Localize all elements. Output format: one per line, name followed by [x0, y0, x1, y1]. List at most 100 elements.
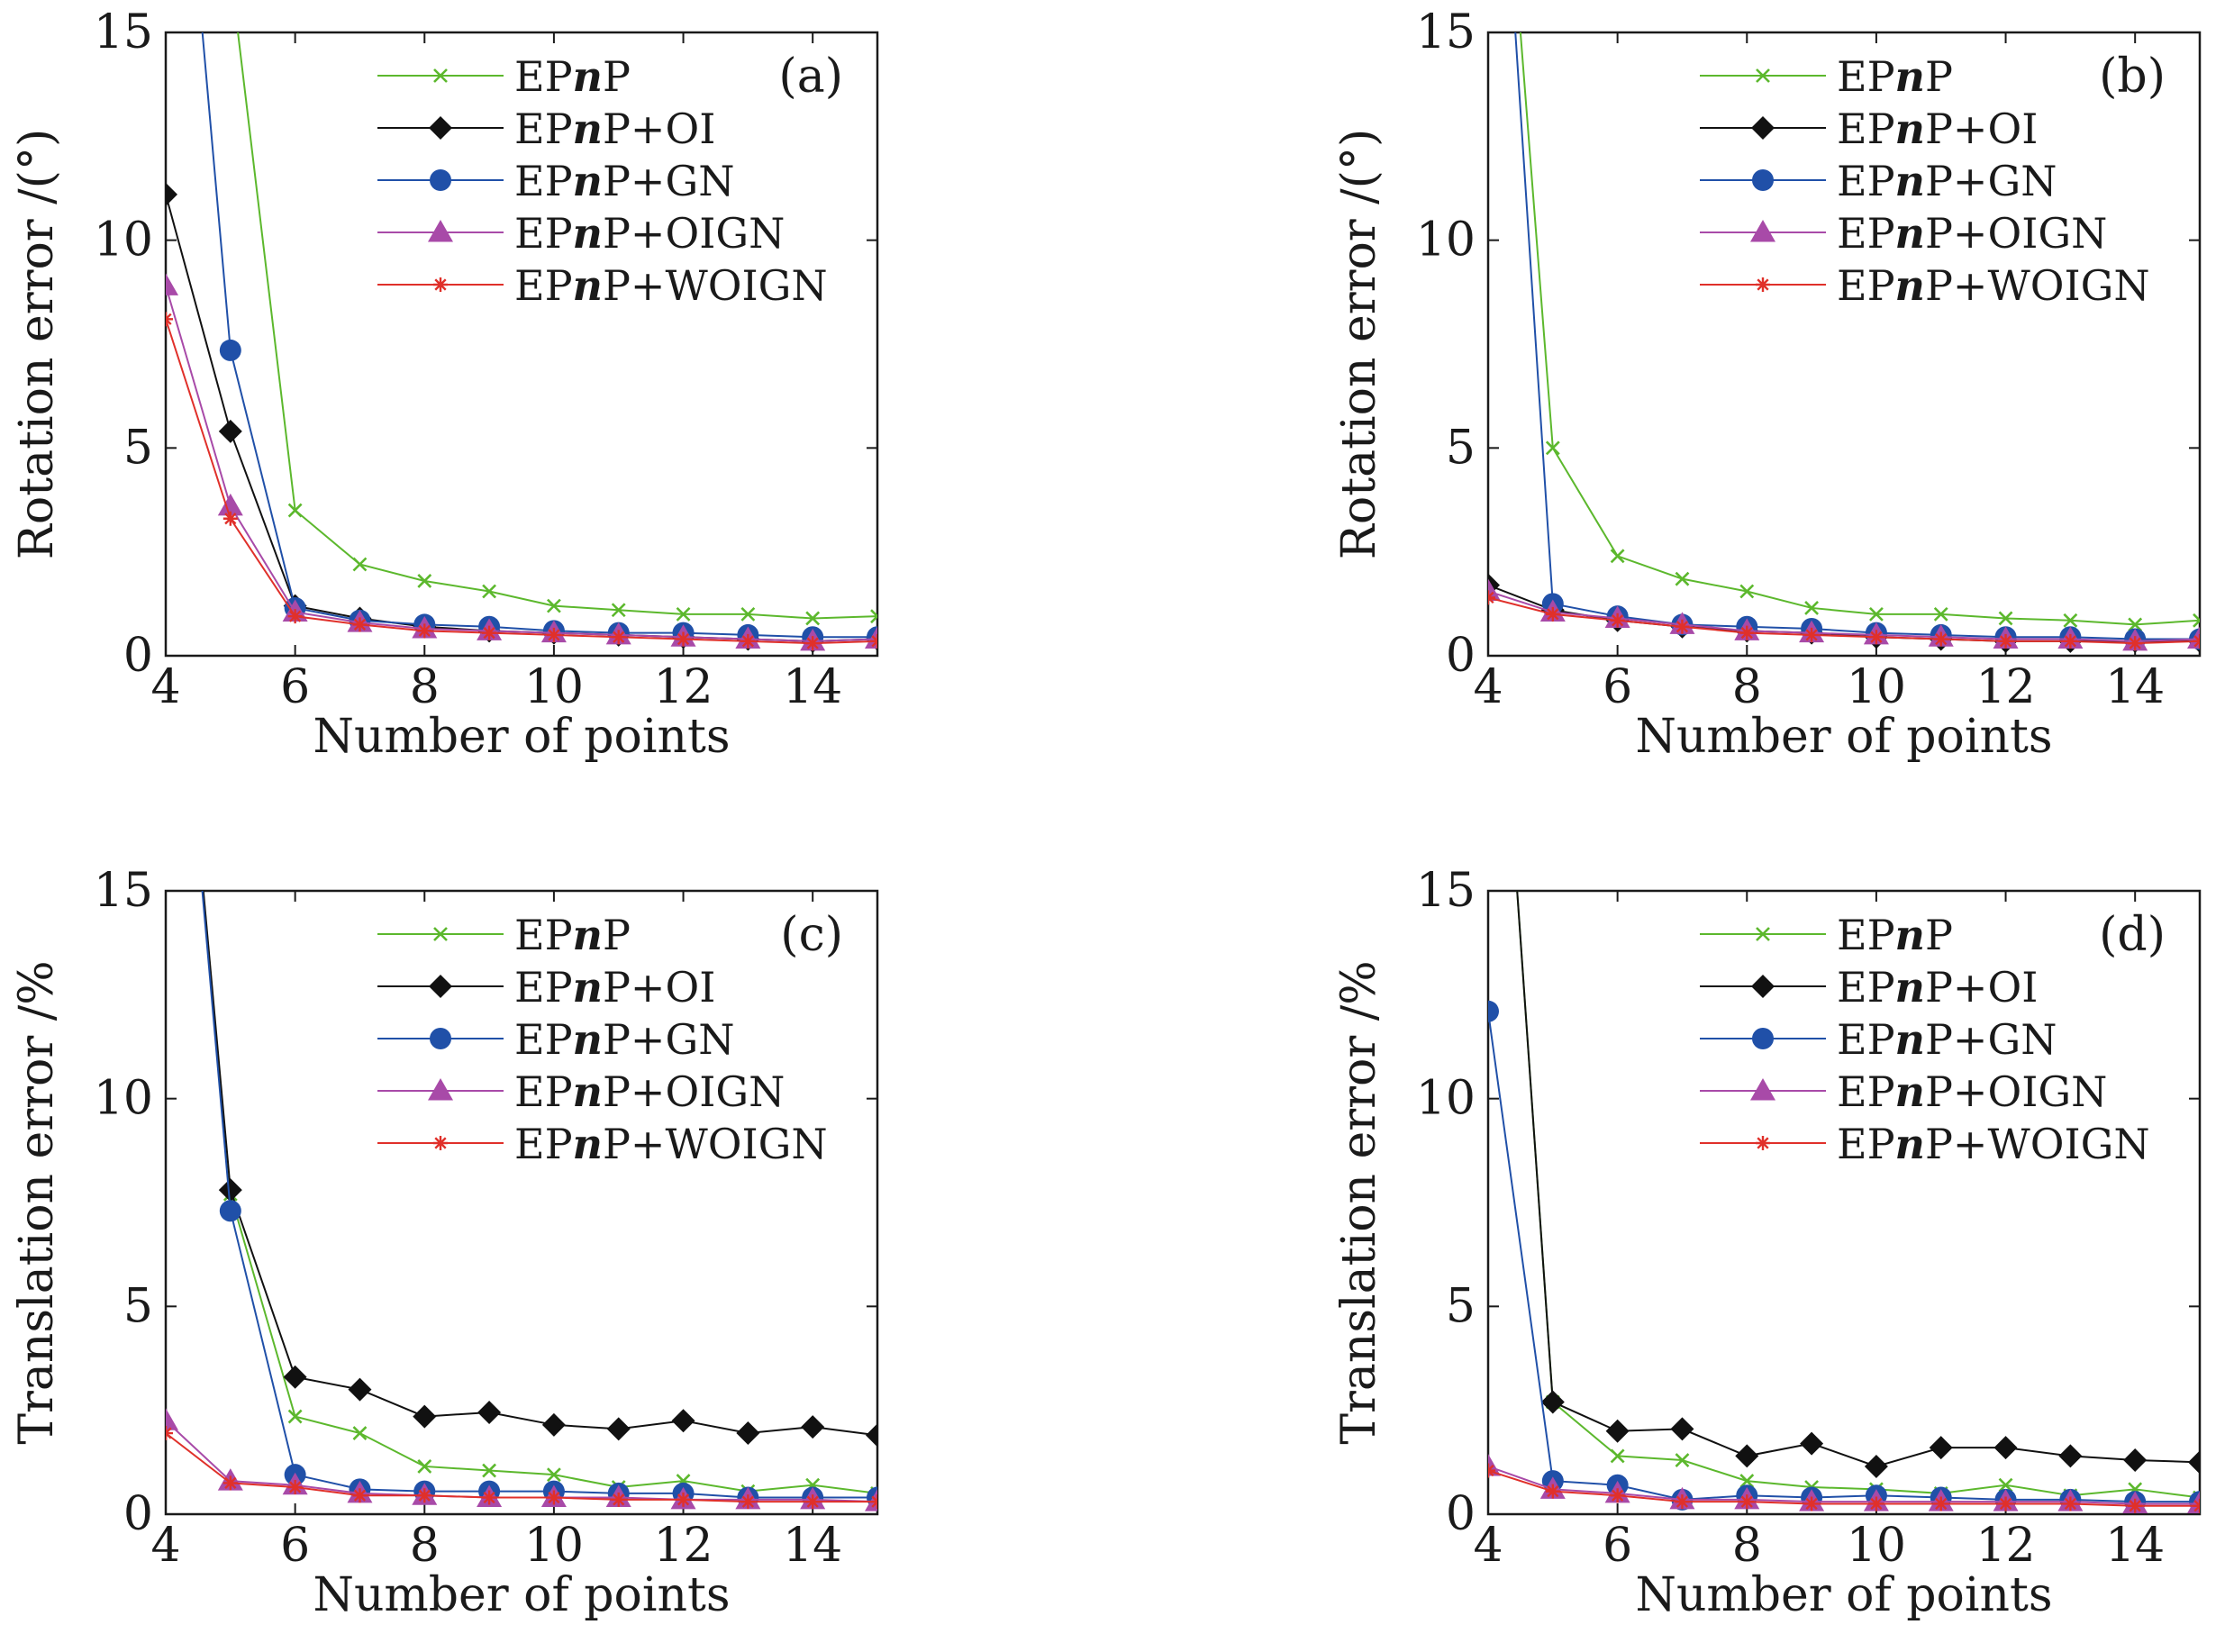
x-tick-label: 8 [410, 1519, 440, 1573]
data-point [2188, 1450, 2200, 1475]
data-point [1610, 549, 1625, 564]
data-point [805, 611, 821, 626]
panel-c: 4 6 8 10 12 14 0 5 10 15 Number of points Translati… [10, 864, 879, 1622]
data-point [166, 1408, 178, 1430]
legend-label-part: P+GN [603, 1015, 735, 1064]
x-tick-label: 4 [1473, 1519, 1503, 1573]
legend-item: EPnP+WOIGN [1700, 261, 2150, 310]
x-tick-label: 10 [524, 660, 584, 714]
x-axis-label: Number of points [313, 1568, 730, 1622]
series-line [1519, 32, 2200, 626]
legend-label-part: n [1895, 52, 1925, 101]
legend-label: EPnP [1837, 911, 1953, 959]
data-point [1868, 1496, 1884, 1511]
x-tick-label: 14 [783, 660, 842, 714]
series-epnp-woign [1488, 590, 2200, 651]
series-line [1488, 584, 2200, 642]
data-point [866, 1423, 877, 1448]
x-tick-label: 14 [2105, 660, 2165, 714]
data-point [1739, 1474, 1755, 1489]
legend-label: EPnP+WOIGN [514, 261, 828, 310]
plot-frame [1486, 889, 2202, 1516]
data-point [1605, 1419, 1630, 1443]
legend-label-part: EP [1837, 104, 1895, 153]
series-epnp-woign [1488, 1463, 2200, 1513]
data-point [1739, 1494, 1755, 1510]
data-point [1804, 601, 1820, 615]
data-point [1488, 1000, 1499, 1022]
data-point [870, 633, 877, 649]
legend-item: EPnP+GN [1700, 157, 2057, 205]
legend-label-part: EP [1837, 52, 1895, 101]
x-axis-label: Number of points [1635, 710, 2052, 764]
data-point [2063, 633, 2078, 649]
data-point [1800, 1431, 1824, 1456]
x-tick-label: 12 [1975, 660, 2035, 714]
data-point [352, 1488, 368, 1503]
legend-item: EPnP+WOIGN [377, 261, 828, 310]
legend-label-part: EP [1837, 911, 1895, 959]
data-point [1545, 1484, 1560, 1499]
plot-frame [164, 889, 879, 1516]
legend-item: EPnP+GN [377, 157, 734, 205]
data-point [805, 1494, 821, 1510]
data-point [218, 1178, 242, 1203]
legend-item: EPnP+OI [1700, 104, 2038, 153]
data-point [2123, 1448, 2148, 1473]
legend-label-part: n [1895, 209, 1925, 258]
x-tick-label: 12 [653, 660, 713, 714]
data-point [1868, 630, 1884, 645]
legend-label-part: P+GN [603, 157, 735, 205]
y-tick-label: 5 [1446, 421, 1476, 475]
legend-marker [1756, 277, 1770, 292]
legend-label-part: P+OI [1925, 104, 2038, 153]
legend-label-part: P+WOIGN [1925, 261, 2150, 310]
y-tick-label: 15 [94, 5, 153, 59]
data-point [1610, 1488, 1625, 1503]
legend-marker [428, 220, 453, 242]
y-tick-label: 5 [123, 421, 153, 475]
data-point [1610, 1448, 1625, 1464]
legend-label: EPnP [1837, 52, 1953, 101]
data-point [2193, 633, 2200, 649]
legend-label-part: EP [1837, 157, 1895, 205]
legend-marker [433, 277, 448, 292]
data-point [676, 606, 691, 622]
data-point [546, 598, 561, 613]
legend-label: EPnP [514, 911, 631, 959]
legend-label-part: n [573, 1067, 603, 1116]
data-point [417, 623, 432, 639]
legend-label: EPnP+OI [514, 963, 715, 1012]
legend-marker [430, 1028, 451, 1049]
data-point [1545, 606, 1560, 622]
legend-marker [1750, 1078, 1775, 1101]
legend-item: EPnP+OI [377, 104, 715, 153]
legend-item: EPnP+OIGN [377, 1067, 785, 1116]
data-point [1998, 1477, 2013, 1493]
data-point [222, 1475, 238, 1491]
y-tick-label: 0 [123, 1487, 153, 1541]
y-tick-label: 10 [94, 213, 153, 268]
legend-label: EPnP+OIGN [1837, 209, 2107, 258]
data-point [417, 1459, 432, 1474]
x-tick-label: 8 [410, 660, 440, 714]
data-point [805, 636, 821, 651]
data-point [1804, 1496, 1820, 1511]
data-point [352, 617, 368, 632]
x-tick-label: 6 [280, 1519, 310, 1573]
data-point [2193, 1498, 2200, 1513]
legend-item: EPnP [1700, 911, 1953, 959]
legend-label-part: P [1925, 52, 1953, 101]
legend-label-part: n [1895, 1067, 1925, 1116]
data-point [417, 574, 432, 588]
data-point [676, 631, 691, 647]
data-point [1998, 611, 2013, 626]
panel-label: (c) [780, 908, 843, 962]
y-tick-label: 15 [1416, 864, 1476, 918]
data-point [222, 511, 238, 526]
legend-marker [1752, 1028, 1774, 1049]
